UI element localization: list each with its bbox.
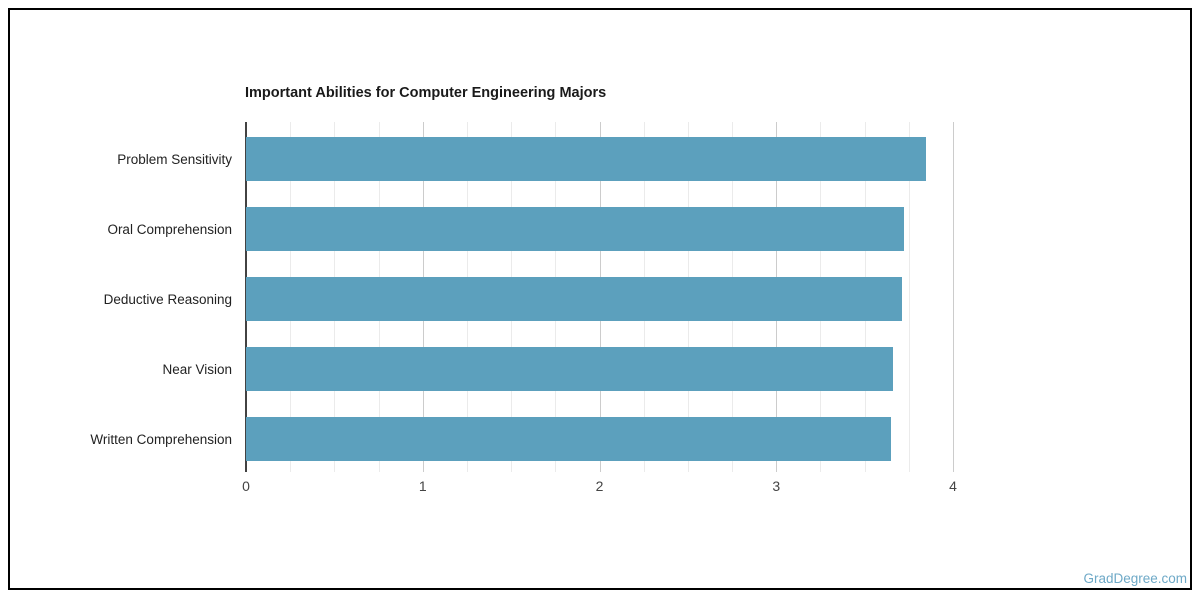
- bar-oral-comprehension[interactable]: [246, 207, 904, 251]
- x-tick-label: 0: [242, 478, 250, 494]
- chart-title: Important Abilities for Computer Enginee…: [245, 85, 607, 101]
- bar-deductive-reasoning[interactable]: [246, 277, 902, 321]
- bar-problem-sensitivity[interactable]: [246, 137, 927, 181]
- x-tick-label: 1: [418, 478, 427, 494]
- x-tick-label: 3: [772, 478, 781, 494]
- category-axis: Problem Sensitivity Oral Comprehension Ded…: [30, 122, 232, 472]
- category-label: Problem Sensitivity: [117, 151, 232, 167]
- plot-area: [245, 122, 1160, 472]
- gridline-major: [953, 122, 954, 472]
- category-label: Near Vision: [162, 361, 232, 377]
- category-label: Written Comprehension: [90, 431, 232, 447]
- bar-near-vision[interactable]: [246, 347, 893, 391]
- watermark-link[interactable]: GradDegree.com: [1083, 571, 1187, 586]
- x-tick-label: 2: [595, 478, 604, 494]
- bar-written-comprehension[interactable]: [246, 417, 892, 461]
- x-tick-label: 4: [949, 478, 957, 494]
- category-label: Deductive Reasoning: [103, 291, 232, 307]
- gridline-minor: [908, 122, 910, 472]
- category-label: Oral Comprehension: [107, 221, 232, 237]
